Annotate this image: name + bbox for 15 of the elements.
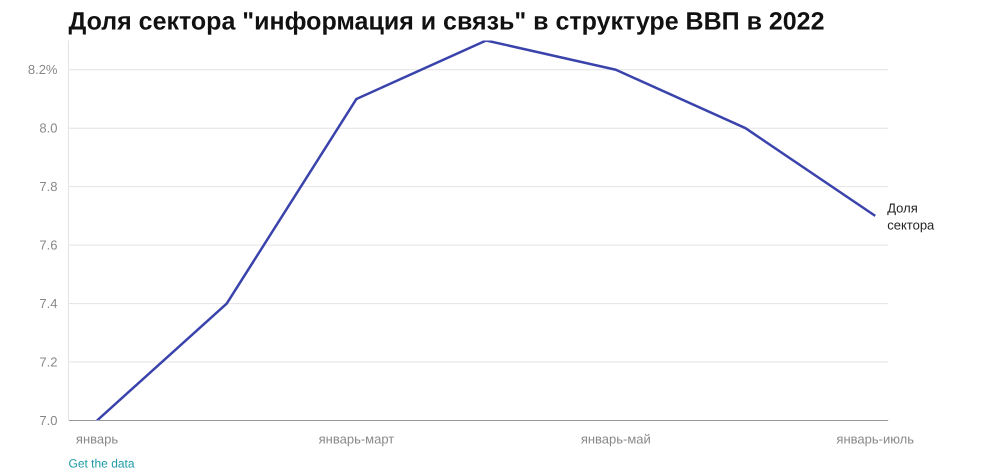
line-series [96,40,876,420]
x-tick-label: январь-июль [836,432,914,446]
x-tick-label: январь [76,432,118,446]
y-tick-label: 7.8 [39,179,58,194]
x-tick-label: январь-май [580,432,651,446]
y-tick-label: 7.0 [39,413,58,428]
series-label: Доля сектора [887,200,936,232]
text: Get the data [68,456,135,470]
y-tick-label: 8.2% [28,62,58,78]
y-tick-label: 8.0 [39,120,58,136]
y-tick-label: 7.4 [39,296,58,312]
chart-title: Доля сектора "информация и связь" в структуре ВВП в 2022 [68,8,824,36]
y-tick-label: 7.6 [39,238,58,253]
x-tick-label: январь-март [318,432,394,446]
y-tick-label: 7.2 [39,354,58,370]
